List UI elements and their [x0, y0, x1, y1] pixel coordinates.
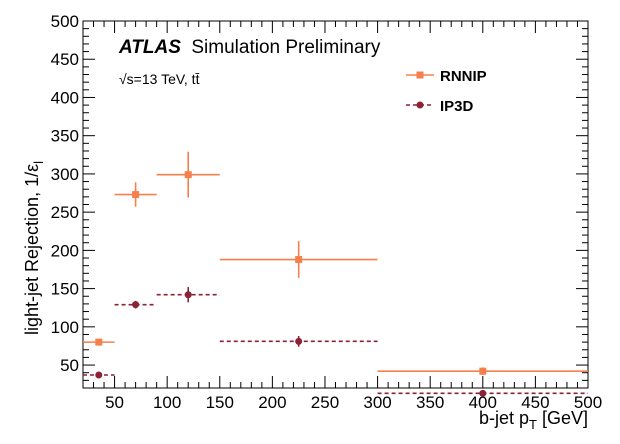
data-point — [132, 301, 140, 309]
data-series — [83, 151, 588, 397]
x-tick-label: 450 — [521, 393, 549, 412]
x-tick-label: 200 — [258, 393, 286, 412]
y-tick-label: 250 — [51, 203, 79, 222]
data-point — [479, 389, 487, 397]
x-tick-label: 100 — [153, 393, 181, 412]
atlas-label: ATLAS Simulation Preliminary — [118, 37, 381, 58]
y-axis-title: light-jet Rejection, 1/εl — [22, 161, 46, 335]
x-tick-label: 250 — [311, 393, 339, 412]
data-point — [295, 256, 303, 264]
series-rnnip — [83, 151, 588, 376]
legend-marker — [416, 71, 424, 79]
legend-marker — [416, 101, 424, 109]
data-point — [132, 191, 140, 199]
y-tick-label: 150 — [51, 280, 79, 299]
x-tick-label: 400 — [469, 393, 497, 412]
legend-label: IP3D — [440, 98, 474, 115]
y-tick-label: 300 — [51, 165, 79, 184]
energy-label: √s=13 TeV, tt̄ — [119, 71, 200, 87]
data-point — [184, 171, 192, 179]
y-tick-label: 400 — [51, 88, 79, 107]
x-tick-label: 150 — [206, 393, 234, 412]
data-point — [184, 291, 192, 299]
legend-item-rnnip: RNNIP — [406, 68, 487, 85]
series-ip3d — [83, 287, 588, 397]
data-point — [95, 371, 103, 379]
legend-label: RNNIP — [440, 68, 487, 85]
x-tick-label: 50 — [105, 393, 124, 412]
x-tick-label: 350 — [416, 393, 444, 412]
y-tick-label: 350 — [51, 127, 79, 146]
data-point — [95, 338, 103, 346]
data-point — [295, 337, 303, 345]
data-point — [479, 367, 487, 375]
axis-ticks — [82, 20, 589, 389]
legend-item-ip3d: IP3D — [406, 98, 474, 115]
y-tick-labels: 50 100 150 200 250 300 350 400 450 500 — [51, 12, 79, 375]
y-tick-label: 200 — [51, 241, 79, 260]
y-tick-label: 50 — [60, 356, 79, 375]
y-tick-label: 100 — [51, 318, 79, 337]
x-tick-label: 300 — [363, 393, 391, 412]
x-tick-label: 500 — [574, 393, 602, 412]
y-tick-label: 450 — [51, 50, 79, 69]
legend: RNNIP IP3D — [406, 68, 487, 115]
x-tick-labels: 50 100 150 200 250 300 350 400 450 500 — [105, 393, 602, 412]
y-tick-label: 500 — [51, 12, 79, 31]
